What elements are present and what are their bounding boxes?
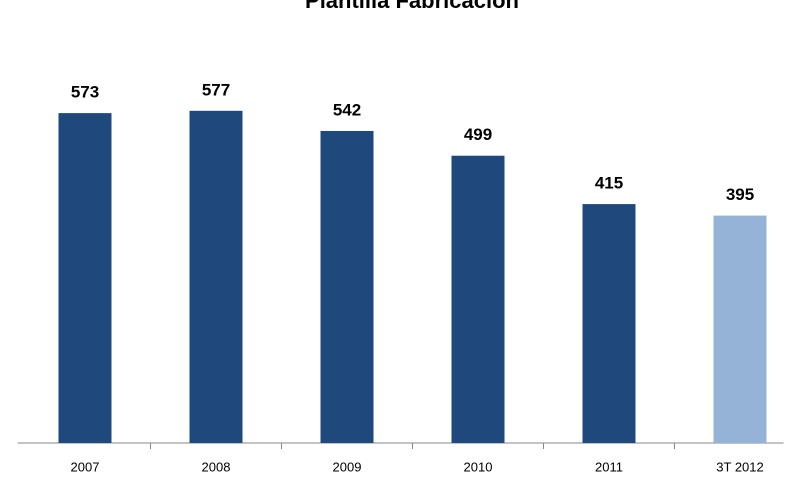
value-label: 577 (202, 80, 230, 99)
bar (320, 130, 374, 443)
x-tick-label: 2008 (202, 459, 231, 474)
x-tick-label: 2010 (464, 459, 493, 474)
value-label: 415 (595, 174, 623, 193)
x-tick-label: 2011 (595, 459, 623, 474)
bar (713, 215, 767, 443)
x-tick-label: 2009 (333, 459, 362, 474)
value-label: 499 (464, 125, 492, 144)
x-tick-label: 3T 2012 (716, 459, 763, 474)
bar (451, 155, 505, 443)
bar (582, 204, 636, 443)
x-tick-label: 2007 (71, 459, 100, 474)
value-label: 573 (71, 83, 99, 102)
bar (58, 113, 112, 443)
chart-title: Plantilla Fabricación (305, 0, 519, 13)
bar (189, 110, 243, 443)
value-label: 542 (333, 100, 361, 119)
value-label: 395 (726, 185, 754, 204)
